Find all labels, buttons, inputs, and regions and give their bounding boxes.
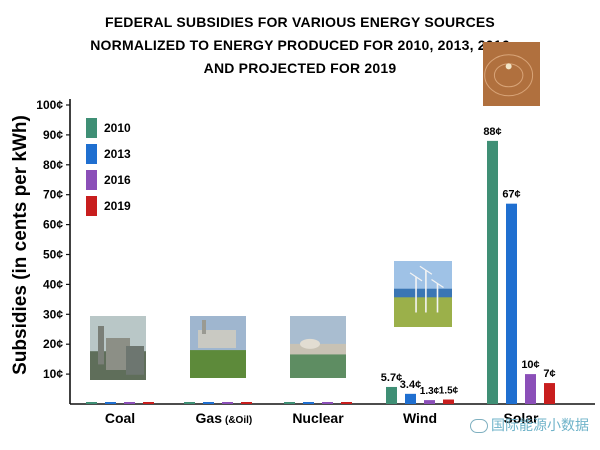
data-label: 3.4¢ — [400, 379, 421, 391]
y-tick-label: 50¢ — [43, 248, 63, 262]
bar-solar-2010 — [487, 140, 498, 404]
watermark-text: 国际能源小数据 — [491, 418, 589, 434]
gas-photo-building — [198, 330, 236, 348]
y-tick-label: 70¢ — [43, 188, 63, 202]
y-tick-label: 60¢ — [43, 218, 63, 232]
nuclear-photo-dome — [300, 338, 320, 349]
y-tick-label: 90¢ — [43, 128, 63, 142]
bar-wind-2010 — [386, 386, 397, 404]
gas-plant-photo — [190, 316, 246, 378]
data-label: 10¢ — [521, 359, 539, 371]
bar-gas-2013 — [203, 402, 214, 404]
x-category-label: Solar — [503, 410, 539, 426]
coal-plant-photo — [90, 316, 146, 380]
bar-coal-2013 — [105, 402, 116, 404]
bar-coal-2016 — [124, 402, 135, 404]
y-tick-label: 100¢ — [36, 98, 63, 112]
bar-coal-2010 — [86, 402, 97, 404]
x-category-label: Coal — [105, 410, 135, 426]
legend-swatch-2019 — [86, 196, 97, 216]
legend-label: 2010 — [104, 121, 131, 135]
data-label: 5.7¢ — [381, 372, 402, 384]
nuclear-photo-water — [290, 354, 346, 378]
bar-solar-2016 — [525, 374, 536, 404]
wechat-icon — [470, 419, 488, 433]
x-category-label: Wind — [403, 410, 437, 426]
gas-photo-field — [190, 350, 246, 378]
x-category-label: Nuclear — [292, 410, 344, 426]
legend-swatch-2016 — [86, 170, 97, 190]
bar-gas-2010 — [184, 402, 195, 404]
wind-farm-photo — [394, 261, 452, 327]
bar-coal-2019 — [143, 402, 154, 404]
y-tick-label: 40¢ — [43, 277, 63, 291]
legend-label: 2019 — [104, 199, 131, 213]
bar-nuclear-2019 — [341, 402, 352, 404]
bar-nuclear-2013 — [303, 402, 314, 404]
coal-photo-stack — [98, 326, 104, 365]
bar-gas-2019 — [241, 402, 252, 404]
chart-title-line-1: FEDERAL SUBSIDIES FOR VARIOUS ENERGY SOU… — [105, 14, 495, 30]
data-label: 67¢ — [502, 189, 520, 201]
data-label: 1.5¢ — [439, 386, 459, 397]
bar-wind-2019 — [443, 399, 454, 404]
bar-wind-2013 — [405, 393, 416, 404]
data-label: 88¢ — [483, 126, 501, 138]
bar-nuclear-2016 — [322, 402, 333, 404]
legend-swatch-2010 — [86, 118, 97, 138]
y-tick-label: 30¢ — [43, 307, 63, 321]
watermark: 国际能源小数据 — [470, 415, 589, 435]
y-tick-label: 20¢ — [43, 337, 63, 351]
wind-photo-sea — [394, 288, 452, 300]
y-tick-label: 10¢ — [43, 367, 63, 381]
solar-photo-desert — [483, 42, 540, 106]
data-label: 7¢ — [543, 368, 555, 380]
wind-photo-turbine-blade — [419, 265, 433, 275]
wind-photo-turbine-blade — [431, 278, 444, 288]
chart-title-line-2: NORMALIZED TO ENERGY PRODUCED FOR 2010, … — [90, 37, 510, 53]
wind-photo-field — [394, 297, 452, 327]
chart-title-line-3: AND PROJECTED FOR 2019 — [203, 60, 397, 76]
x-category-suffix: (&Oil) — [225, 415, 252, 426]
nuclear-plant-photo — [290, 316, 346, 378]
data-label: 1.3¢ — [420, 386, 440, 397]
bar-gas-2016 — [222, 402, 233, 404]
bar-solar-2019 — [544, 383, 555, 404]
y-tick-label: 80¢ — [43, 158, 63, 172]
solar-photo-ring — [484, 54, 534, 97]
gas-photo-stack — [202, 320, 206, 334]
legend-swatch-2013 — [86, 144, 97, 164]
legend-label: 2016 — [104, 173, 131, 187]
wind-photo-turbine-blade — [409, 272, 423, 282]
bar-nuclear-2010 — [284, 402, 295, 404]
coal-photo-building-2 — [126, 346, 144, 375]
bar-solar-2013 — [506, 203, 517, 404]
bar-wind-2016 — [424, 400, 435, 404]
x-category-label: Gas — [196, 410, 223, 426]
legend-label: 2013 — [104, 147, 131, 161]
solar-plant-photo — [483, 42, 540, 106]
solar-photo-tower — [505, 63, 512, 70]
